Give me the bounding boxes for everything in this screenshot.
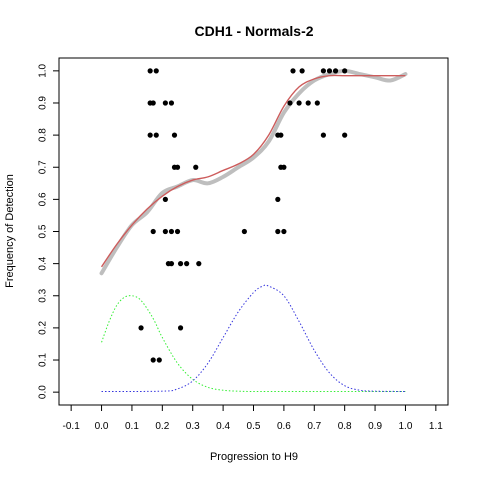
scatter-point [305, 100, 311, 106]
scatter-point [162, 228, 168, 235]
scatter-point [150, 228, 156, 235]
density1-curve [101, 295, 406, 393]
scatter-point [150, 100, 156, 106]
scatter-point [342, 68, 348, 74]
scatter-point [153, 68, 159, 74]
y-axis: 0.0 0.1 0.2 0.3 0.4 0.5 0.6 0.7 0.8 0.9 1.0 [38, 63, 59, 399]
x-tick-label: 0.4 [216, 421, 230, 432]
scatter-point [193, 164, 199, 170]
scatter-point [299, 68, 305, 74]
scatter-point [287, 100, 293, 106]
x-tick-label: 1.1 [429, 421, 443, 432]
scatter-points [138, 68, 348, 363]
x-tick-label: 0.5 [247, 421, 261, 432]
scatter-point [174, 164, 181, 170]
scatter-point [153, 132, 159, 138]
scatter-point [241, 228, 247, 235]
scatter-point [278, 132, 284, 138]
scatter-point [275, 228, 281, 235]
x-tick-label: 0.9 [368, 421, 382, 432]
scatter-point [196, 261, 202, 267]
scatter-point [168, 100, 175, 106]
x-tick-label: 0.3 [186, 421, 200, 432]
y-tick-label: 0.4 [38, 256, 49, 270]
scatter-point [332, 68, 339, 74]
x-tick-label: -0.1 [63, 421, 81, 432]
scatter-point [171, 132, 178, 138]
scatter-point [162, 196, 168, 202]
chart-title: CDH1 - Normals-2 [194, 23, 313, 39]
scatter-point [281, 228, 287, 235]
y-axis-label: Frequency of Detection [4, 174, 16, 288]
scatter-point [184, 261, 190, 267]
y-tick-label: 0.0 [38, 385, 49, 399]
x-axis-label: Progression to H9 [210, 451, 298, 463]
scatter-point [290, 68, 296, 74]
scatter-point [147, 132, 153, 138]
scatter-point [275, 196, 281, 202]
scatter-point [296, 100, 302, 106]
y-tick-label: 0.3 [38, 288, 49, 302]
scatter-point [177, 261, 184, 267]
fit-curve [100, 74, 406, 268]
scatter-point [320, 132, 326, 138]
series-lines [99, 68, 408, 393]
y-tick-label: 0.5 [38, 224, 49, 238]
x-tick-label: 0.8 [338, 421, 352, 432]
x-tick-label: 0.6 [277, 421, 291, 432]
scatter-point [168, 261, 175, 267]
y-tick-label: 0.1 [38, 353, 49, 367]
x-axis: -0.1 0.0 0.1 0.2 0.3 0.4 0.5 0.6 0.7 0.8 0.9 1.0 1.1 [63, 405, 443, 432]
smoothed-curve [99, 68, 408, 276]
y-tick-label: 0.7 [38, 160, 49, 174]
scatter-point [150, 357, 156, 363]
scatter-point [147, 68, 153, 74]
scatter-point [326, 68, 333, 74]
scatter-point [281, 164, 287, 170]
x-tick-label: 0.1 [125, 421, 139, 432]
density2-curve [101, 284, 406, 393]
scatter-point [174, 228, 181, 235]
y-tick-label: 0.6 [38, 192, 49, 206]
y-tick-label: 0.9 [38, 96, 49, 110]
scatter-point [342, 132, 348, 138]
scatter-point [177, 325, 184, 331]
y-tick-label: 0.2 [38, 321, 49, 335]
x-tick-label: 0.0 [95, 421, 109, 432]
x-tick-label: 0.7 [307, 421, 321, 432]
x-tick-label: 1.0 [399, 421, 413, 432]
scatter-point [320, 68, 326, 74]
scatter-point [162, 100, 168, 106]
scatter-point [138, 325, 144, 331]
scatter-point [314, 100, 320, 106]
y-tick-label: 0.8 [38, 128, 49, 142]
x-tick-label: 0.2 [155, 421, 169, 432]
scatter-point [156, 357, 162, 363]
scatter-point [168, 228, 175, 235]
y-tick-label: 1.0 [38, 63, 49, 77]
